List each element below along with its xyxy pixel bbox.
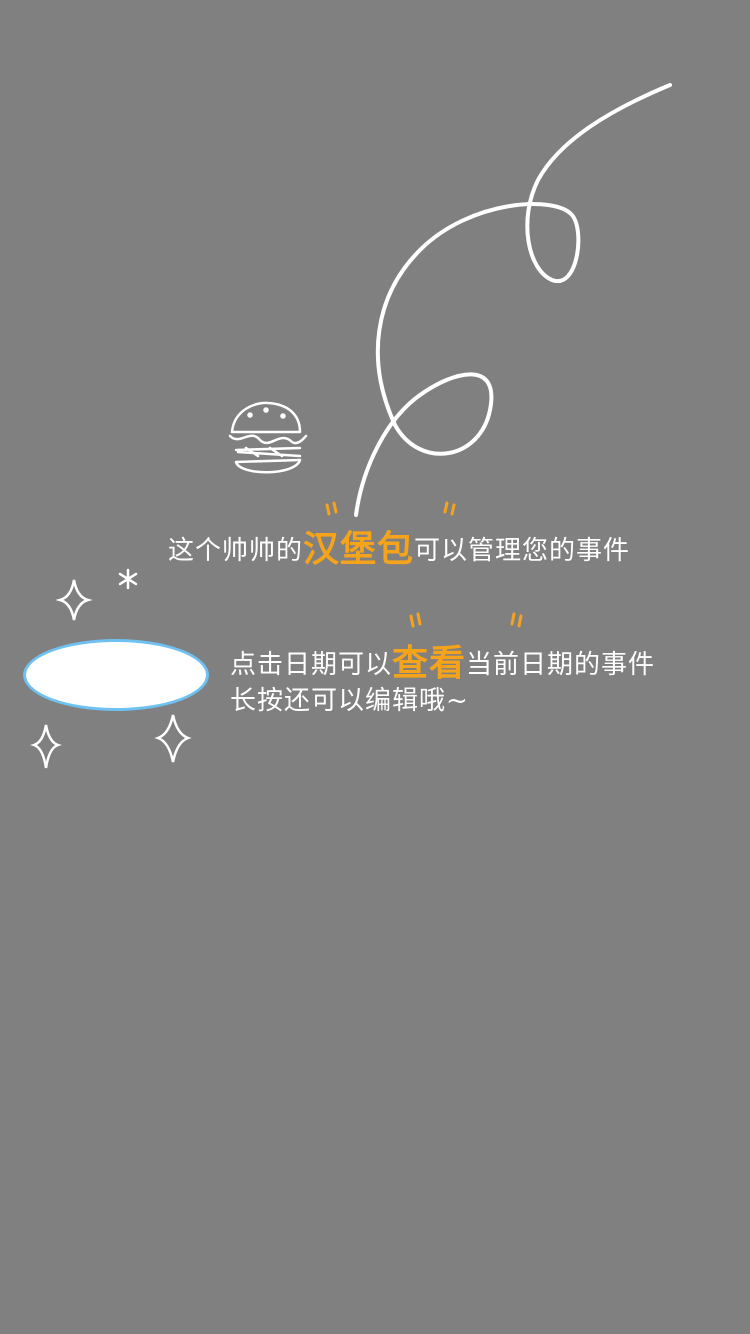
hint-2-suffix: 当前日期的事件 bbox=[466, 650, 656, 680]
hint-2-prefix: 点击日期可以 bbox=[230, 650, 393, 680]
sparkle-icon bbox=[30, 724, 62, 769]
hint-date-longpress: 长按还可以编辑哦~ bbox=[230, 686, 469, 716]
hint-date-tap: 点击日期可以查看当前日期的事件 bbox=[230, 632, 655, 684]
date-spotlight[interactable] bbox=[23, 639, 209, 711]
hint-1-highlight: 汉堡包 bbox=[303, 529, 415, 570]
hint-1-prefix: 这个帅帅的 bbox=[168, 536, 304, 566]
hint-1-suffix: 可以管理您的事件 bbox=[414, 536, 631, 566]
burger-icon bbox=[228, 401, 308, 474]
asterisk-icon bbox=[118, 568, 138, 590]
hint-2-highlight: 查看 bbox=[392, 643, 467, 684]
sparkle-icon bbox=[55, 579, 93, 621]
hint-burger-menu: 这个帅帅的汉堡包可以管理您的事件 bbox=[168, 518, 630, 570]
highlight-ticks bbox=[325, 501, 523, 628]
sparkle-icon bbox=[154, 714, 192, 763]
curly-arrow-line bbox=[354, 83, 672, 517]
